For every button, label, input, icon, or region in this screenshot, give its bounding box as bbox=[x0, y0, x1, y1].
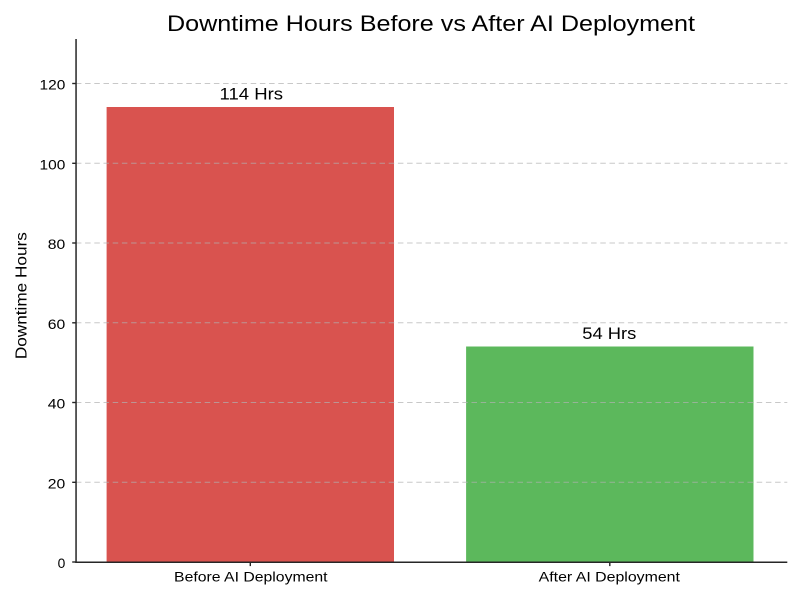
svg-text:114 Hrs: 114 Hrs bbox=[220, 84, 284, 103]
svg-text:100: 100 bbox=[40, 158, 66, 173]
svg-text:60: 60 bbox=[48, 317, 66, 332]
svg-text:0: 0 bbox=[58, 556, 66, 571]
svg-text:54 Hrs: 54 Hrs bbox=[582, 324, 636, 343]
svg-text:120: 120 bbox=[40, 78, 66, 93]
svg-text:Before AI Deployment: Before AI Deployment bbox=[174, 569, 328, 585]
svg-text:Downtime Hours Before vs After: Downtime Hours Before vs After AI Deploy… bbox=[167, 11, 695, 36]
svg-text:Downtime Hours: Downtime Hours bbox=[14, 232, 31, 359]
svg-text:After AI Deployment: After AI Deployment bbox=[539, 569, 680, 585]
svg-text:80: 80 bbox=[48, 237, 66, 252]
svg-text:20: 20 bbox=[48, 477, 66, 492]
svg-text:40: 40 bbox=[48, 397, 66, 412]
